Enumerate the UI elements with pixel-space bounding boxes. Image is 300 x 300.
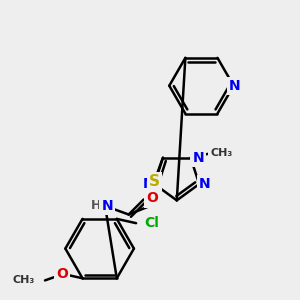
Text: O: O bbox=[56, 267, 68, 281]
Text: N: N bbox=[143, 177, 155, 191]
Text: N: N bbox=[192, 151, 204, 165]
Text: CH₃: CH₃ bbox=[211, 148, 233, 158]
Text: S: S bbox=[149, 174, 160, 189]
Text: O: O bbox=[146, 191, 158, 206]
Text: Cl: Cl bbox=[145, 216, 160, 230]
Text: N: N bbox=[229, 79, 241, 93]
Text: N: N bbox=[199, 177, 210, 191]
Text: H: H bbox=[90, 200, 101, 212]
Text: N: N bbox=[101, 199, 113, 213]
Text: CH₃: CH₃ bbox=[12, 275, 34, 285]
